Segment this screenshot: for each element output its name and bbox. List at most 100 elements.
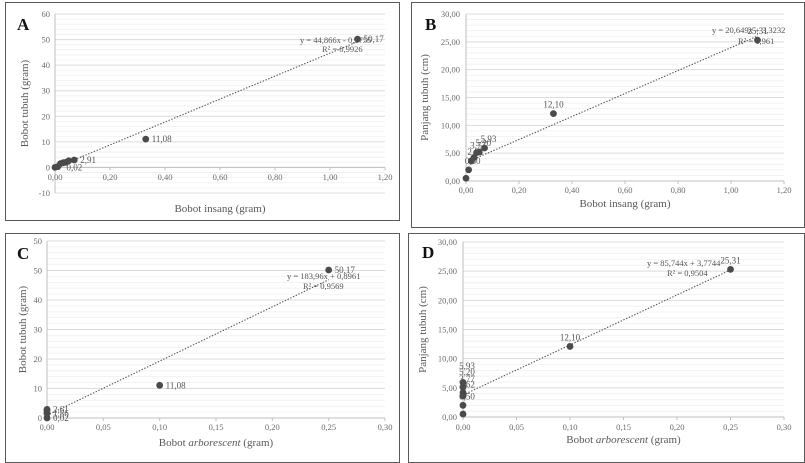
data-point: [566, 343, 574, 350]
x-tick-label: 0,60: [213, 172, 228, 182]
data-label: 2,61: [53, 405, 69, 415]
trendline: [54, 41, 358, 169]
y-tick-label: 30: [34, 325, 43, 335]
y-tick-label: 30,00: [441, 9, 460, 19]
y-axis-title: Panjang tubuh (cm): [419, 54, 431, 141]
trendline-equation: y = 44,866x - 0,1755: [300, 35, 371, 45]
data-point: [550, 110, 557, 118]
data-label: 0,02: [53, 413, 69, 423]
y-tick-label: 25,00: [438, 266, 457, 276]
trendline: [468, 35, 758, 162]
x-tick-label: 0,20: [265, 422, 280, 432]
x-tick-label: 0,00: [456, 422, 471, 432]
x-tick-label: 0,20: [103, 172, 118, 182]
x-tick-label: 0,00: [48, 172, 63, 182]
x-tick-label: 0,25: [321, 422, 336, 432]
data-point: [754, 36, 761, 44]
x-tick-label: 0,60: [618, 185, 633, 195]
y-tick-label: 15,00: [438, 325, 457, 335]
data-point: [70, 156, 78, 164]
y-tick-label: 25,00: [441, 37, 460, 47]
data-label: 25,31: [747, 26, 767, 36]
data-point: [459, 379, 467, 386]
trendline: [46, 279, 329, 416]
x-tick-label: 0,00: [459, 185, 474, 195]
x-tick-label: 1,00: [323, 172, 338, 182]
data-label: 3,77: [470, 140, 486, 150]
data-point: [65, 157, 73, 165]
trendline: [462, 269, 731, 396]
data-label: 50,17: [364, 34, 385, 44]
y-tick-label: 0: [46, 162, 50, 172]
y-tick-label: 20: [42, 111, 51, 121]
x-tick-label: 0,15: [616, 422, 631, 432]
y-tick-label: 10,00: [438, 354, 457, 364]
data-point: [354, 35, 361, 43]
x-tick-label: 0,80: [268, 172, 283, 182]
data-label: 2,62: [459, 380, 475, 390]
data-label: 3,77: [459, 374, 475, 384]
panel-letter: C: [17, 244, 29, 263]
data-point: [465, 166, 473, 174]
y-tick-label: 0: [38, 413, 42, 423]
y-axis-title: Panjang tubuh (cm): [417, 286, 429, 373]
x-tick-label: 0,10: [563, 422, 578, 432]
y-tick-label: 0,00: [442, 412, 457, 422]
data-point: [43, 406, 51, 413]
data-label: 0,02: [67, 162, 83, 172]
panel-b: [411, 2, 805, 228]
trendline-equation: y = 20,649x + 3,3232: [712, 25, 785, 35]
data-label: 5,93: [481, 134, 497, 144]
data-label: 12,10: [560, 332, 581, 342]
x-tick-label: 0,30: [378, 422, 393, 432]
y-tick-label: -10: [39, 188, 50, 198]
data-point: [462, 174, 470, 182]
data-point: [475, 148, 483, 156]
x-tick-label: 0,30: [777, 422, 792, 432]
y-tick-label: 50: [42, 35, 51, 45]
y-tick-label: 10,00: [441, 120, 460, 130]
x-axis-title: Bobot arborescent (gram): [566, 434, 681, 446]
y-tick-label: 0,00: [445, 176, 460, 186]
data-label: 50,17: [335, 265, 356, 275]
data-label: 5,93: [459, 361, 475, 371]
data-label: 5,20: [475, 138, 491, 148]
y-tick-label: 20,00: [441, 65, 460, 75]
y-tick-label: 5,00: [442, 383, 457, 393]
x-tick-label: 0,15: [209, 422, 224, 432]
data-label: 2,62: [467, 147, 483, 157]
data-point: [459, 401, 467, 409]
x-tick-label: 1,20: [777, 185, 792, 195]
data-point: [142, 135, 150, 143]
y-tick-label: 20,00: [438, 295, 457, 305]
y-tick-label: 60: [42, 9, 51, 19]
data-label: 2,91: [80, 155, 96, 165]
trendline-equation: y = 183,96x + 0,8961: [287, 271, 360, 281]
data-label: 25,31: [720, 255, 740, 265]
y-tick-label: 50: [34, 236, 43, 246]
panel-letter: A: [17, 15, 30, 34]
y-tick-label: 20: [34, 354, 43, 364]
x-tick-label: 0,80: [671, 185, 686, 195]
y-tick-label: 5,00: [445, 148, 460, 158]
r-squared-label: R² = 0,9569: [303, 281, 344, 291]
data-point: [470, 154, 478, 162]
data-label: 0,50: [459, 391, 475, 401]
data-label: 11,08: [166, 380, 186, 390]
trendline-equation: y = 85,744x + 3,7744: [647, 258, 721, 268]
x-tick-label: 0,10: [152, 422, 167, 432]
y-tick-label: 15,00: [441, 93, 460, 103]
data-label: 11,08: [152, 134, 172, 144]
x-tick-label: 0,20: [670, 422, 685, 432]
r-squared-label: R² = 0,9504: [667, 268, 708, 278]
data-label: 0,50: [465, 156, 481, 166]
x-tick-label: 0,00: [40, 422, 55, 432]
data-point: [156, 381, 164, 389]
y-tick-label: 10: [34, 384, 43, 394]
y-tick-label: 40: [34, 295, 43, 305]
y-tick-label: 30,00: [438, 237, 457, 247]
x-tick-label: 0,20: [512, 185, 527, 195]
data-point: [459, 410, 467, 418]
x-tick-label: 0,05: [509, 422, 524, 432]
panel-letter: B: [425, 15, 436, 34]
